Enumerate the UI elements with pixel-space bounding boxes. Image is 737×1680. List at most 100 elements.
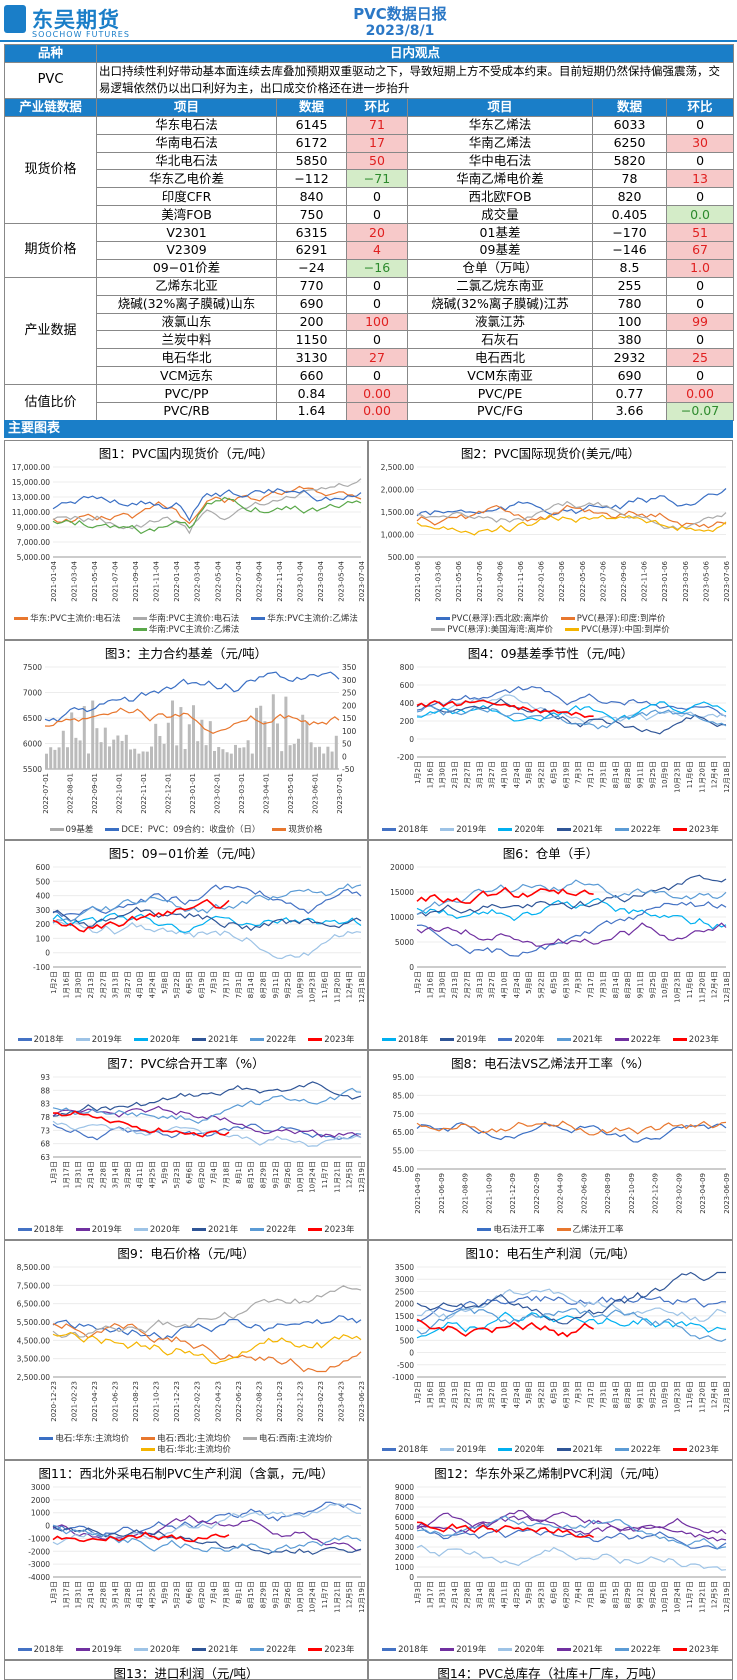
legend-item: 电石法开工率: [477, 1225, 545, 1236]
y-tick-label: 200: [36, 920, 51, 929]
x-tick-label: 10月23日: [674, 761, 682, 793]
legend-label: 2018年: [398, 1645, 429, 1655]
legend-label: 2021年: [572, 1035, 603, 1045]
col-header: 数据: [276, 97, 347, 117]
y-tick-label: -1000: [392, 1373, 414, 1382]
legend-swatch: [614, 1038, 629, 1041]
x-tick-label: 2022-09-04: [255, 560, 263, 601]
legend-swatch: [132, 617, 147, 620]
series-line: [416, 685, 727, 717]
x-tick-label: 2023-01-01: [189, 773, 197, 814]
basis-bar: [158, 735, 162, 769]
series-line: [416, 698, 727, 735]
series-line: [416, 699, 594, 718]
basis-bar: [255, 707, 258, 769]
x-tick-label: 9月26日: [284, 1581, 292, 1608]
x-tick-label: 1月3日: [50, 1161, 58, 1184]
basis-bar: [229, 753, 233, 769]
x-tick-label: 6月5日: [550, 1381, 558, 1404]
x-tick-label: 11月21日: [698, 1581, 706, 1613]
x-tick-label: 2022-09-01: [91, 773, 99, 814]
item-value: −112: [276, 169, 347, 189]
legend-label: PVC(悬浮):美国海湾:离岸价: [447, 625, 553, 635]
item-value: 3.66: [592, 402, 667, 421]
x-tick-label: 11月20日: [698, 971, 706, 1003]
basis-bar: [246, 740, 250, 769]
item-change: 0: [665, 276, 735, 296]
item-name: 烧碱(32%离子膜碱)山东: [96, 294, 277, 314]
chart-title: 图1：PVC国内现货价（元/吨）: [98, 446, 274, 461]
x-tick-label: 2021-12-09: [509, 1173, 517, 1214]
x-tick-label: 2021-07-06: [476, 560, 484, 601]
legend-item: 电石:华北:主流均价: [141, 1445, 231, 1456]
x-tick-label: 9月25日: [649, 761, 657, 788]
x-tick-label: 3月13日: [476, 971, 484, 998]
x-tick-label: 12月4日: [711, 761, 719, 788]
item-value: 6145: [276, 115, 347, 135]
legend-label: 2020年: [514, 825, 545, 835]
x-tick-label: 2022-03-06: [558, 560, 566, 601]
chart-svg: 95.00 85.00 75.00 65.00 55.00 45.002021-04-09…: [393, 1073, 731, 1214]
x-tick-label: 3月28日: [124, 1581, 132, 1608]
item-name: 印度CFR: [96, 187, 277, 207]
table-row: 华南电石法 6172 17 华南乙烯法 6250 30: [5, 133, 735, 153]
x-tick-label: 5月8日: [161, 971, 169, 994]
item-change: −0.07: [665, 402, 735, 421]
y-tick-label: -4000: [28, 1573, 50, 1582]
basis-bar: [196, 741, 200, 769]
x-tick-label: 5月23日: [173, 1581, 181, 1608]
table-row: 产业数据 乙烯东北亚 770 0 二氯乙烷东南亚 255 0: [4, 276, 735, 386]
chart-title: 图7：PVC综合开工率（%）: [107, 1056, 265, 1071]
legend-label: 2020年: [514, 1445, 545, 1455]
x-tick-label: 8月29日: [259, 1581, 267, 1608]
y2-tick-label: 50: [342, 740, 352, 749]
logo-subtext: SOOCHOW FUTURES: [32, 30, 130, 39]
x-tick-label: 4月25日: [513, 1581, 521, 1608]
y-tick-label: 200: [400, 717, 415, 726]
item-change: 0: [346, 187, 408, 207]
y-tick-label: 0: [409, 1349, 414, 1358]
item-change: −71: [346, 169, 408, 189]
x-tick-label: 2021-11-04: [153, 560, 161, 601]
legend-item: PVC(悬浮):中国:到岸价: [565, 625, 670, 636]
legend-swatch: [14, 617, 29, 620]
x-tick-label: 2月28日: [463, 1581, 471, 1608]
x-tick-label: 10月10日: [296, 1581, 304, 1613]
y-tick-label: 9000: [395, 1483, 414, 1492]
x-tick-label: 2月28日: [99, 1161, 107, 1188]
series-line: [416, 1308, 727, 1342]
basis-bar: [154, 723, 158, 769]
item-name: 电石华北: [96, 348, 277, 368]
x-tick-label: 2021-08-23: [132, 1381, 140, 1422]
basis-bar: [284, 696, 288, 769]
y-tick-label: 2500: [395, 1287, 414, 1296]
table-row: PVC/RB 1.64 0.00 PVC/FG 3.66 −0.07: [5, 402, 735, 421]
x-tick-label: 6月19日: [562, 761, 570, 788]
legend-swatch: [250, 1228, 265, 1231]
legend-item: 2022年: [614, 1445, 661, 1456]
legend-item: 2018年: [382, 1035, 428, 1046]
item-name: 二氯乙烷东南亚: [407, 276, 593, 296]
x-tick-label: 8月14日: [612, 971, 620, 998]
x-tick-label: 9月11日: [636, 971, 644, 998]
y-tick-label: -1000: [28, 1534, 50, 1543]
basis-bar: [74, 737, 78, 769]
x-tick-label: 8月15日: [247, 1581, 255, 1608]
y-tick-label: 2000: [31, 1496, 50, 1505]
item-change: 0: [665, 294, 735, 314]
legend-label: 2018年: [398, 825, 429, 835]
y2-tick-label: 300: [342, 676, 357, 685]
x-tick-label: 8月14日: [612, 1381, 620, 1408]
chart-svg: 2,500.002,000.001,500.001,000.00500.0020…: [381, 463, 731, 602]
item-name: 华中电石法: [407, 151, 593, 171]
x-tick-label: 2023-01-04: [296, 560, 304, 601]
legend-swatch: [498, 1038, 513, 1041]
chart-panel: 图8：电石法VS乙烯法开工率（%） 95.00 85.00 75.00 65.00 55.…: [368, 1050, 733, 1240]
legend-label: 2018年: [398, 1035, 429, 1045]
legend-item: 2019年: [440, 1035, 486, 1046]
series-line: [416, 514, 727, 536]
legend-swatch: [250, 1038, 265, 1041]
x-tick-label: 1月30日: [439, 971, 447, 998]
legend-swatch: [382, 1448, 397, 1451]
